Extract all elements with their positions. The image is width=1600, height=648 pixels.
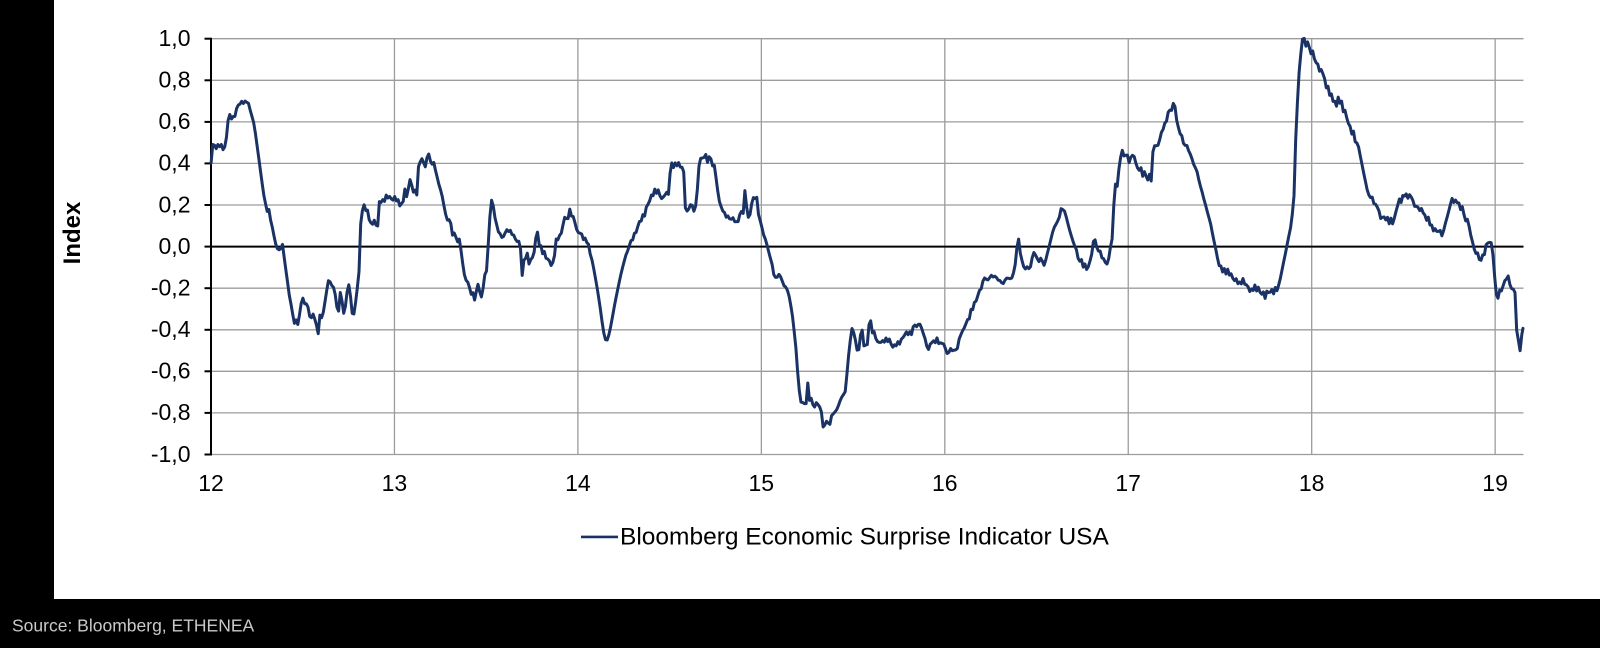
svg-text:-0,8: -0,8 <box>151 399 191 425</box>
svg-text:Source: Bloomberg, ETHENEA: Source: Bloomberg, ETHENEA <box>12 615 255 635</box>
svg-text:Bloomberg Economic Surprise In: Bloomberg Economic Surprise Indicator US… <box>620 524 1110 551</box>
svg-text:15: 15 <box>749 470 775 496</box>
svg-text:-0,2: -0,2 <box>151 275 191 301</box>
svg-text:Index: Index <box>59 201 86 264</box>
svg-text:0,6: 0,6 <box>159 108 191 134</box>
svg-text:-0,6: -0,6 <box>151 358 191 384</box>
svg-text:-1,0: -1,0 <box>151 441 191 467</box>
svg-text:16: 16 <box>932 470 958 496</box>
svg-text:18: 18 <box>1299 470 1325 496</box>
svg-text:17: 17 <box>1115 470 1141 496</box>
svg-text:19: 19 <box>1482 470 1508 496</box>
svg-text:1,0: 1,0 <box>159 25 191 51</box>
svg-text:-0,4: -0,4 <box>151 316 191 342</box>
svg-text:0,0: 0,0 <box>159 233 191 259</box>
svg-text:12: 12 <box>198 470 224 496</box>
svg-text:14: 14 <box>565 470 591 496</box>
svg-text:0,4: 0,4 <box>159 150 191 176</box>
svg-text:13: 13 <box>382 470 408 496</box>
svg-text:0,2: 0,2 <box>159 191 191 217</box>
svg-text:0,8: 0,8 <box>159 67 191 93</box>
